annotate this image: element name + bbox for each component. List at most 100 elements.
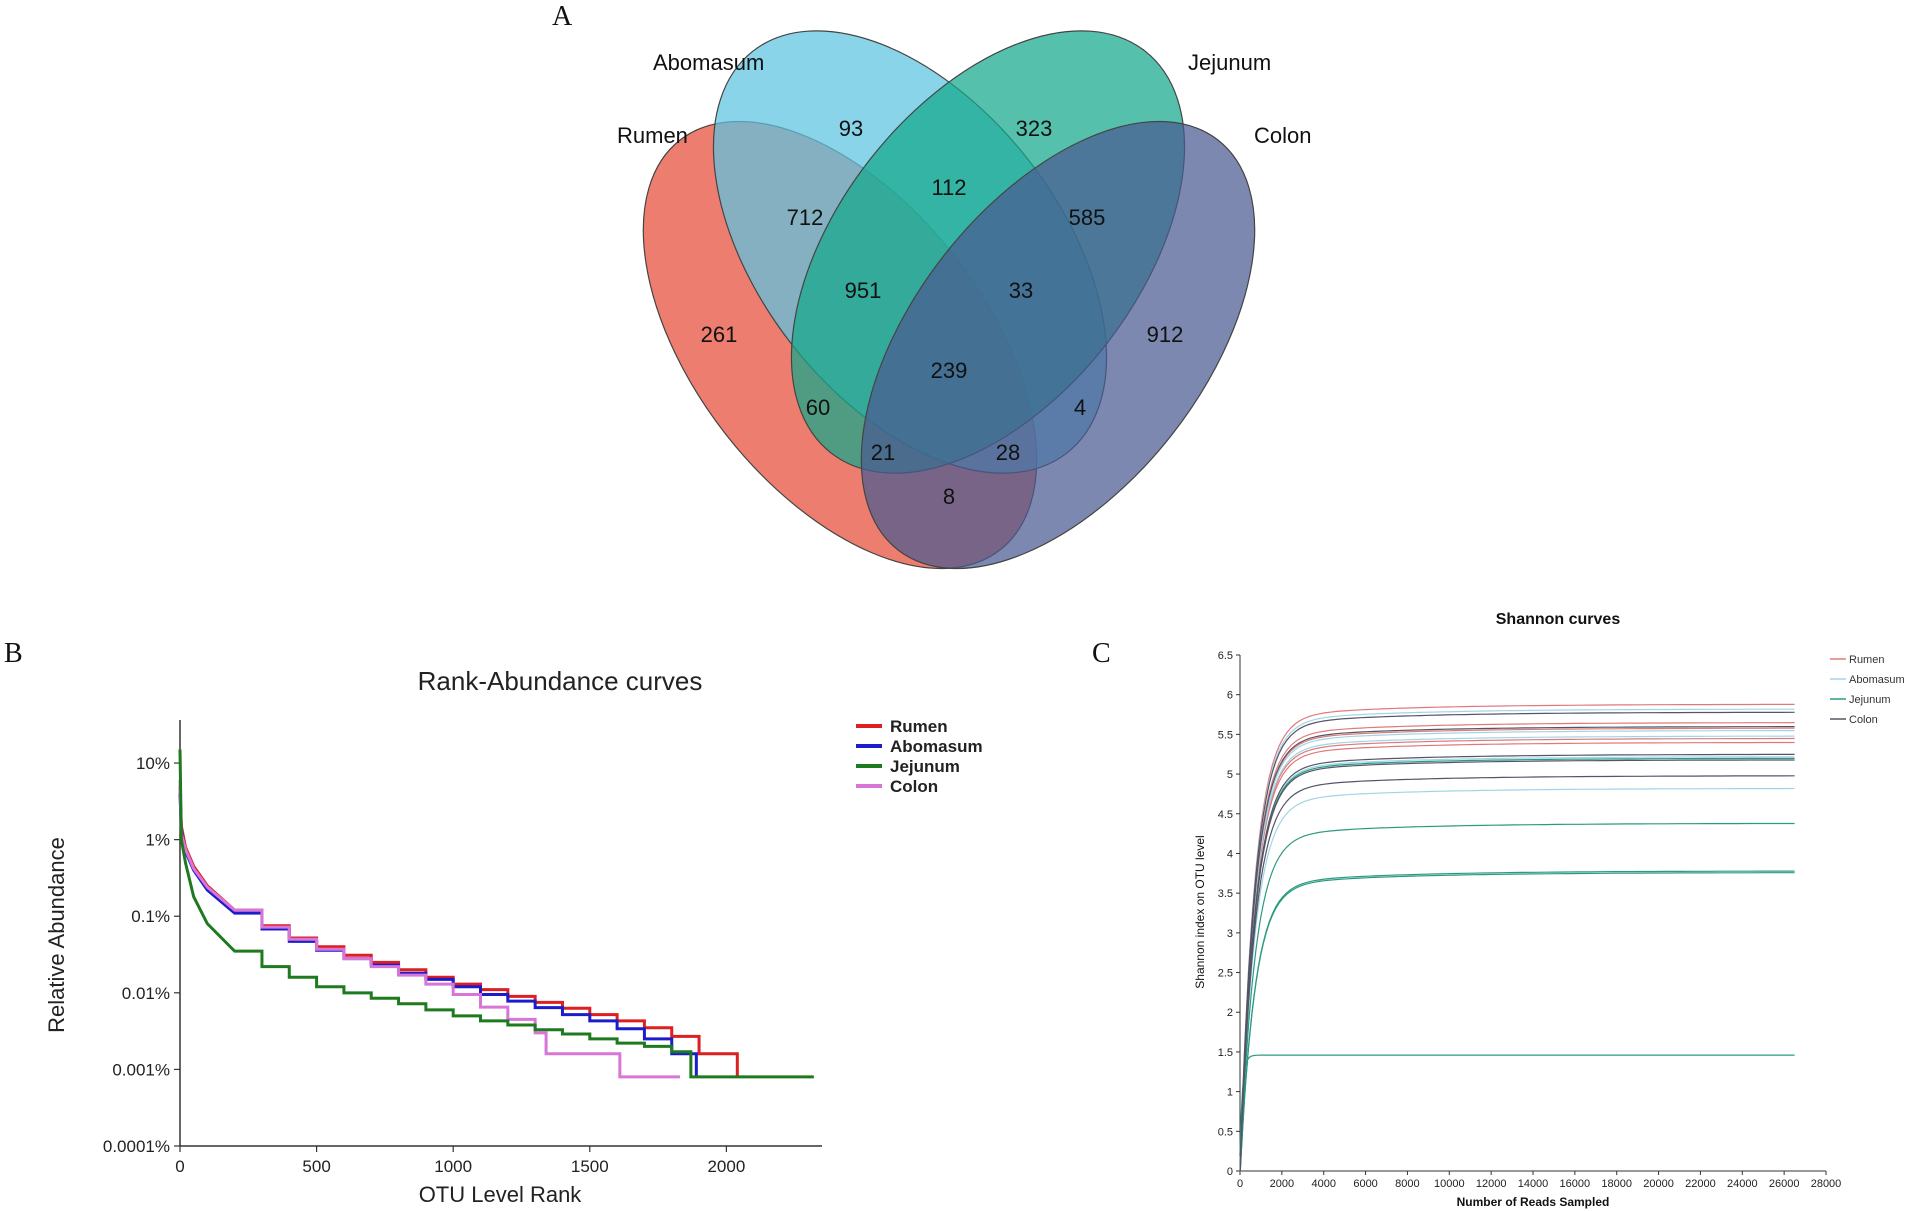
- c-series-line-colon: [1239, 711, 1795, 1172]
- c-y-tick-label: 3.5: [1218, 888, 1233, 900]
- venn-value-jejunum-only: 323: [1016, 116, 1053, 141]
- venn-label-abomasum: Abomasum: [653, 50, 764, 75]
- venn-value-abomasum-only: 93: [839, 116, 863, 141]
- c-y-tick-label: 3: [1227, 928, 1233, 940]
- b-x-tick-label: 1000: [434, 1157, 472, 1176]
- venn-value-abomasum-jejunum-colon: 33: [1009, 278, 1033, 303]
- c-y-tick-label: 2: [1227, 1007, 1233, 1019]
- panel-c-letter: C: [1092, 638, 1111, 669]
- panel-a-letter: A: [552, 1, 573, 32]
- b-x-tick-label: 0: [175, 1157, 184, 1176]
- c-x-tick-label: 18000: [1601, 1178, 1632, 1190]
- c-x-tick-label: 22000: [1685, 1178, 1716, 1190]
- b-x-ticks: 0 500 1000 1500 2000: [175, 1146, 745, 1176]
- c-series-line-jejunum: [1239, 870, 1795, 1172]
- b-y-tick-label: 0.0001%: [103, 1137, 170, 1156]
- c-x-tick-label: 10000: [1434, 1178, 1465, 1190]
- venn-value-jejunum-colon: 585: [1069, 205, 1106, 230]
- c-series-line-rumen: [1239, 741, 1795, 1172]
- c-legend-label-jejunum: Jejunum: [1849, 694, 1891, 706]
- c-series-line-rumen: [1239, 727, 1795, 1172]
- b-y-tick-label: 0.001%: [112, 1060, 170, 1079]
- c-x-tick-label: 24000: [1727, 1178, 1758, 1190]
- c-x-ticks: 0 2000 4000 6000 8000 10000 12000 14000 16000 180…: [1237, 1171, 1841, 1190]
- c-y-tick-label: 6: [1227, 690, 1233, 702]
- c-x-tick-label: 26000: [1769, 1178, 1800, 1190]
- venn-value-rumen-abomasum-colon: 28: [996, 440, 1020, 465]
- c-series-line-rumen: [1239, 737, 1795, 1172]
- c-y-tick-label: 4.5: [1218, 809, 1233, 821]
- c-series-line-abomasum: [1239, 735, 1795, 1172]
- b-x-tick-label: 2000: [707, 1157, 745, 1176]
- c-series-line-jejunum: [1239, 1054, 1795, 1154]
- c-x-tick-label: 6000: [1353, 1178, 1377, 1190]
- c-x-tick-label: 14000: [1518, 1178, 1549, 1190]
- b-series-line-rumen: [178, 786, 739, 1077]
- venn-label-rumen: Rumen: [617, 123, 688, 148]
- b-y-tick-label: 0.01%: [122, 984, 170, 1003]
- venn-value-rumen-jejunum-colon: 21: [871, 440, 895, 465]
- venn-value-rumen-jejunum: 60: [806, 395, 830, 420]
- c-series-line-jejunum: [1239, 822, 1795, 1172]
- c-legend-label-rumen: Rumen: [1849, 654, 1884, 666]
- b-x-tick-label: 1500: [571, 1157, 609, 1176]
- c-x-tick-label: 2000: [1270, 1178, 1294, 1190]
- c-x-tick-label: 0: [1237, 1178, 1243, 1190]
- c-x-tick-label: 28000: [1811, 1178, 1842, 1190]
- b-series-line-abomasum: [178, 793, 698, 1077]
- b-y-tick-label: 0.1%: [131, 907, 170, 926]
- c-legend-label-abomasum: Abomasum: [1849, 674, 1905, 686]
- c-y-tick-label: 5: [1227, 769, 1233, 781]
- c-series-lines: [1239, 703, 1795, 1172]
- b-series-line-colon: [178, 780, 680, 1079]
- c-series-line-colon: [1239, 753, 1795, 1172]
- b-x-tick-label: 500: [302, 1157, 330, 1176]
- rank-abundance-chart: 10% 1% 0.1% 0.01% 0.001% 0.0001% 0 500 1000 1500…: [44, 720, 822, 1207]
- venn-value-rumen-colon: 8: [943, 484, 955, 509]
- b-y-tick-label: 1%: [145, 831, 170, 850]
- venn-ellipse-colon: [860, 120, 1256, 570]
- c-x-tick-label: 4000: [1311, 1178, 1335, 1190]
- c-series-line-rumen: [1239, 703, 1795, 1172]
- b-series-lines: [178, 749, 814, 1079]
- b-y-ticks: 10% 1% 0.1% 0.01% 0.001% 0.0001%: [103, 754, 180, 1156]
- c-y-ticks: 0 0.5 1 1.5 2 2.5 3 3.5 4 4.5 5 5.5 6 6.5: [1218, 650, 1240, 1178]
- venn-value-rumen-abomasum: 712: [787, 205, 824, 230]
- b-x-axis-label: OTU Level Rank: [419, 1182, 583, 1207]
- venn-value-rumen-abomasum-jejunum: 951: [845, 278, 882, 303]
- venn-value-abomasum-colon: 4: [1074, 395, 1086, 420]
- c-y-tick-label: 6.5: [1218, 650, 1233, 662]
- c-y-tick-label: 1: [1227, 1087, 1233, 1099]
- c-series-line-abomasum: [1239, 787, 1795, 1172]
- b-legend-label-jejunum: Jejunum: [890, 757, 960, 776]
- c-series-line-jejunum: [1239, 872, 1795, 1172]
- venn-value-rumen-only: 261: [701, 322, 738, 347]
- b-legend: Rumen Abomasum Jejunum Colon: [856, 717, 983, 796]
- shannon-chart: 0 0.5 1 1.5 2 2.5 3 3.5 4 4.5 5 5.5 6 6.5 0 2000 4000 60…: [1193, 650, 1841, 1209]
- c-series-line-jejunum: [1239, 757, 1795, 1172]
- c-x-tick-label: 8000: [1395, 1178, 1419, 1190]
- b-legend-label-colon: Colon: [890, 777, 938, 796]
- venn-value-abomasum-jejunum: 112: [931, 175, 966, 200]
- c-y-axis-label: Shannon index on OTU level: [1193, 835, 1207, 988]
- c-series-line-colon: [1239, 726, 1795, 1172]
- venn-label-colon: Colon: [1254, 123, 1311, 148]
- venn-value-all-four: 239: [931, 358, 968, 383]
- b-series-line-jejunum: [178, 749, 814, 1079]
- venn-label-jejunum: Jejunum: [1188, 50, 1271, 75]
- c-legend-label-colon: Colon: [1849, 714, 1878, 726]
- rank-abundance-title: Rank-Abundance curves: [418, 666, 703, 696]
- venn-diagram: Rumen Abomasum Jejunum Colon 261 93 323 …: [617, 30, 1311, 570]
- c-series-line-colon: [1239, 759, 1795, 1172]
- shannon-title: Shannon curves: [1496, 611, 1621, 628]
- b-legend-label-abomasum: Abomasum: [890, 737, 983, 756]
- c-series-line-abomasum: [1239, 708, 1795, 1172]
- c-y-tick-label: 1.5: [1218, 1047, 1233, 1059]
- c-y-tick-label: 2.5: [1218, 968, 1233, 980]
- b-y-tick-label: 10%: [136, 754, 170, 773]
- venn-value-colon-only: 912: [1147, 322, 1184, 347]
- b-legend-label-rumen: Rumen: [890, 717, 948, 736]
- c-series-line-abomasum: [1239, 756, 1795, 1172]
- b-y-axis-label: Relative Abundance: [44, 837, 69, 1033]
